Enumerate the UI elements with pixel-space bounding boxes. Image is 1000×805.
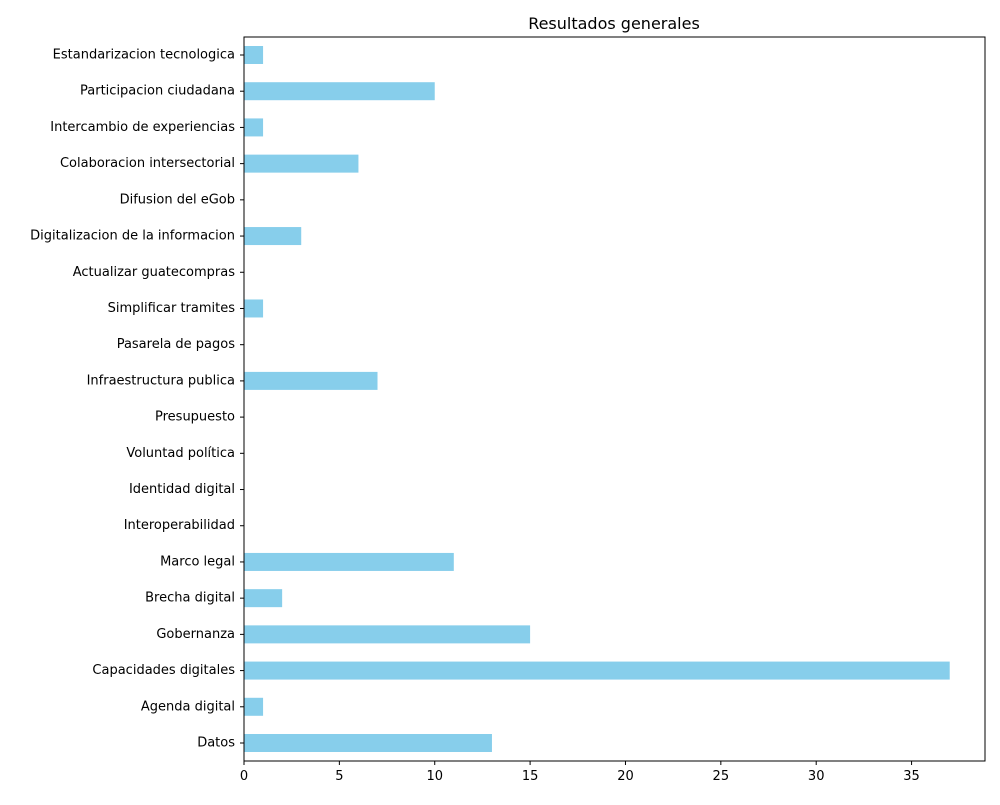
category-label: Actualizar guatecompras [73, 265, 235, 280]
bar [244, 697, 264, 716]
bar [244, 118, 264, 137]
bar [244, 625, 531, 644]
category-label: Voluntad política [126, 446, 235, 461]
category-label: Participacion ciudadana [80, 84, 235, 99]
category-label: Interoperabilidad [124, 518, 235, 533]
bar [244, 661, 950, 680]
chart-title: Resultados generales [528, 14, 700, 33]
x-tick-label: 5 [335, 769, 343, 784]
bar [244, 734, 492, 752]
category-label: Pasarela de pagos [117, 337, 236, 352]
category-label: Intercambio de experiencias [50, 120, 235, 135]
category-label: Gobernanza [156, 627, 235, 642]
category-label: Marco legal [160, 554, 235, 569]
category-label: Digitalizacion de la informacion [30, 229, 235, 244]
x-axis: 0 5 10 15 20 25 30 35 [240, 761, 920, 784]
category-label: Capacidades digitales [92, 663, 235, 678]
bar [244, 371, 378, 390]
bar [244, 154, 359, 173]
x-tick-label: 35 [903, 769, 920, 784]
category-label: Brecha digital [145, 591, 235, 606]
bar [244, 82, 435, 101]
category-label: Presupuesto [155, 410, 235, 425]
category-label: Difusion del eGob [120, 192, 235, 207]
category-label: Infraestructura publica [87, 373, 235, 388]
category-label: Agenda digital [141, 699, 235, 714]
category-label: Datos [197, 736, 235, 751]
category-label: Simplificar tramites [108, 301, 236, 316]
bar [244, 589, 283, 608]
x-tick-label: 30 [808, 769, 825, 784]
category-label: Estandarizacion tecnologica [53, 48, 235, 63]
y-axis: Datos Agenda digital Capacidades digitales… [30, 48, 244, 751]
x-tick-label: 25 [713, 769, 730, 784]
x-tick-label: 20 [617, 769, 634, 784]
bar [244, 299, 264, 318]
bar [244, 552, 454, 571]
category-label: Identidad digital [129, 482, 235, 497]
x-tick-label: 10 [426, 769, 443, 784]
bar [244, 227, 302, 246]
x-tick-label: 15 [522, 769, 539, 784]
plot-frame [243, 36, 986, 762]
category-label: Colaboracion intersectorial [60, 156, 235, 171]
x-tick-label: 0 [240, 769, 248, 784]
bar [244, 46, 264, 64]
bars-group [244, 46, 950, 752]
